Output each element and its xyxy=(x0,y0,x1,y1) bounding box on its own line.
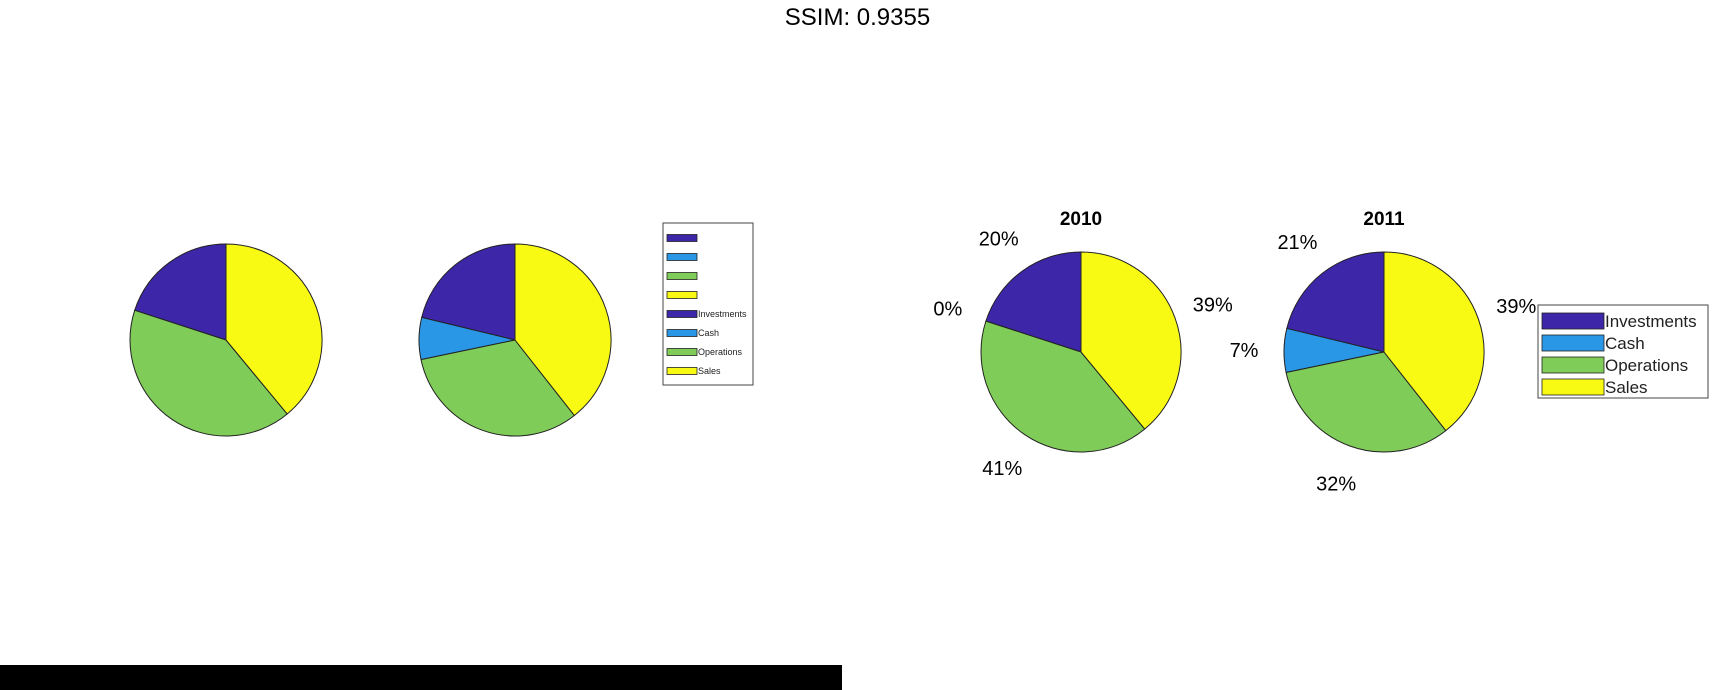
legend-swatch-cash xyxy=(1541,334,1605,352)
legend-label: Sales xyxy=(1605,378,1648,397)
pie-chart-1 xyxy=(129,243,323,437)
pie-slice-investments xyxy=(421,243,516,341)
legend-label: Operations xyxy=(698,347,743,357)
legend-swatch-investments xyxy=(666,310,698,318)
legend: Investments Cash Operations Sales xyxy=(662,222,754,386)
pie-slice-operations xyxy=(980,320,1146,453)
legend-swatch-cash xyxy=(666,329,698,337)
legend-box xyxy=(662,222,754,386)
percent-label: 7% xyxy=(1230,340,1259,362)
legend-label: Cash xyxy=(698,328,719,338)
legend-label: Operations xyxy=(1605,356,1688,375)
ssim-title: SSIM: 0.9355 xyxy=(784,4,931,31)
legend-swatch-sales xyxy=(1541,378,1605,396)
legend-swatch-cash xyxy=(666,253,698,261)
legend-label: Investments xyxy=(1605,312,1697,331)
legend-swatch-sales xyxy=(666,367,698,375)
pie-slice-operations xyxy=(420,339,576,437)
legend: Investments Cash Operations Sales xyxy=(1537,304,1709,399)
pie-slice-sales xyxy=(225,243,323,415)
percent-label: 39% xyxy=(1193,295,1233,317)
pie-slice-sales xyxy=(514,243,612,417)
percent-label: 32% xyxy=(1316,474,1356,496)
pie-slice-investments xyxy=(1286,251,1385,353)
pie-slice-investments xyxy=(134,243,227,341)
legend-swatch-sales xyxy=(666,291,698,299)
chart-title: 2010 xyxy=(1060,209,1102,230)
percent-label: 20% xyxy=(979,229,1019,251)
pie-slice-operations xyxy=(129,309,288,437)
chart-title: 2011 xyxy=(1363,209,1405,230)
pie-slice-sales xyxy=(1383,251,1485,432)
percent-label: 41% xyxy=(982,458,1022,480)
percent-label: 0% xyxy=(933,299,962,321)
legend-label: Sales xyxy=(698,366,721,376)
legend-swatch-investments xyxy=(1541,312,1605,330)
pie-chart-4: 21% 7% 32% 39% 2011 xyxy=(1230,209,1537,496)
legend-swatch-operations xyxy=(666,348,698,356)
percent-label: 39% xyxy=(1496,296,1536,318)
black-bar xyxy=(0,665,842,690)
legend-label: Investments xyxy=(698,309,747,319)
legend-swatch-operations xyxy=(1541,356,1605,374)
legend-swatch-operations xyxy=(666,272,698,280)
percent-label: 21% xyxy=(1277,232,1317,254)
pie-slice-investments xyxy=(985,251,1082,353)
legend-label: Cash xyxy=(1605,334,1645,353)
pie-chart-3: 20% 0% 41% 39% 2010 xyxy=(933,209,1233,480)
pie-chart-2 xyxy=(418,243,612,437)
pie-slice-operations xyxy=(1285,351,1447,453)
legend-swatch-investments xyxy=(666,234,698,242)
pie-slice-sales xyxy=(1080,251,1182,430)
